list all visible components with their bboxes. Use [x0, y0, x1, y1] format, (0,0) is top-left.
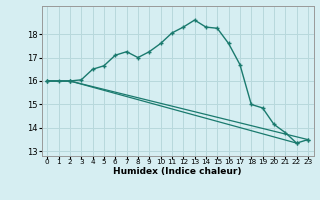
X-axis label: Humidex (Indice chaleur): Humidex (Indice chaleur) — [113, 167, 242, 176]
